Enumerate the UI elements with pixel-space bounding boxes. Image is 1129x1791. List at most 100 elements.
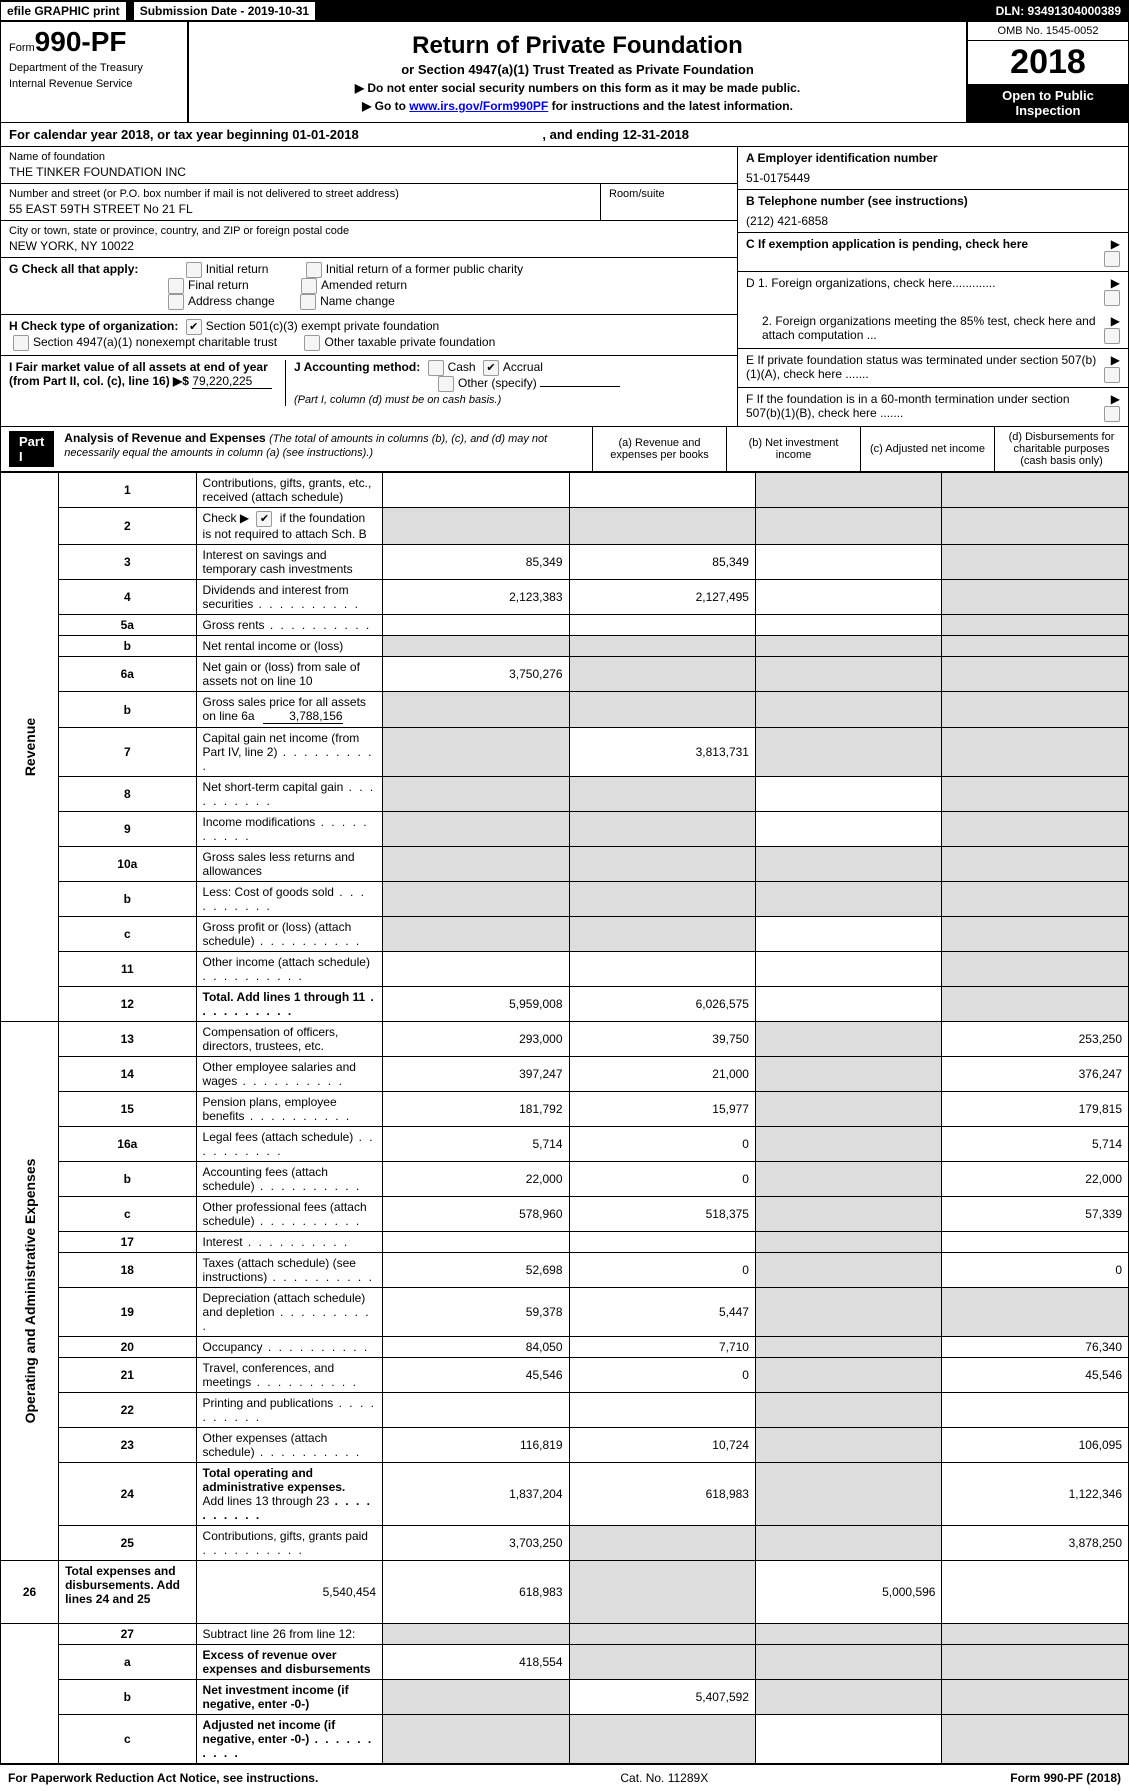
col-c-header: (c) Adjusted net income [860, 427, 994, 471]
chk-initial[interactable] [186, 262, 202, 278]
h-opt3: Other taxable private foundation [324, 335, 495, 349]
g-opt0: Initial return [206, 262, 269, 276]
chk-c[interactable] [1104, 251, 1120, 267]
address-row: Number and street (or P.O. box number if… [1, 184, 737, 221]
ein-cell: A Employer identification number 51-0175… [738, 147, 1128, 190]
part1-title-wrap: Analysis of Revenue and Expenses (The to… [64, 431, 584, 459]
ssn-warning: ▶ Do not enter social security numbers o… [199, 81, 956, 95]
top-bar: efile GRAPHIC print Submission Date - 20… [0, 0, 1129, 22]
city-cell: City or town, state or province, country… [1, 221, 737, 258]
table-row: 6aNet gain or (loss) from sale of assets… [1, 657, 1129, 692]
chk-initial-former[interactable] [306, 262, 322, 278]
footer-left: For Paperwork Reduction Act Notice, see … [8, 1771, 318, 1785]
irs-link[interactable]: www.irs.gov/Form990PF [409, 99, 548, 113]
section-j: J Accounting method: Cash Accrual Other … [286, 360, 729, 406]
c-label: C If exemption application is pending, c… [746, 237, 1100, 251]
table-row: aExcess of revenue over expenses and dis… [1, 1645, 1129, 1680]
table-row: 27Subtract line 26 from line 12: [1, 1624, 1129, 1645]
table-row: bAccounting fees (attach schedule)22,000… [1, 1162, 1129, 1197]
ein-label: A Employer identification number [746, 151, 938, 165]
efile-tag: efile GRAPHIC print [0, 1, 127, 21]
cal-end: , and ending 12-31-2018 [542, 127, 689, 142]
part1-header: Part I Analysis of Revenue and Expenses … [0, 427, 1129, 472]
table-row: 7Capital gain net income (from Part IV, … [1, 728, 1129, 777]
table-row: cAdjusted net income (if negative, enter… [1, 1715, 1129, 1764]
d1-row: D 1. Foreign organizations, check here..… [738, 272, 1128, 310]
table-row: 14Other employee salaries and wages397,2… [1, 1057, 1129, 1092]
table-row: 9Income modifications [1, 812, 1129, 847]
g-opt2: Final return [188, 278, 249, 292]
chk-other-acct[interactable] [438, 376, 454, 392]
chk-f[interactable] [1104, 406, 1120, 422]
table-row: 26Total expenses and disbursements. Add … [1, 1561, 1129, 1624]
goto-pre: ▶ Go to [362, 99, 409, 113]
opex-side: Operating and Administrative Expenses [1, 1022, 59, 1561]
city-label: City or town, state or province, country… [9, 225, 729, 237]
h-label: H Check type of organization: [9, 319, 178, 333]
part1-table: Revenue1Contributions, gifts, grants, et… [0, 472, 1129, 1764]
chk-address[interactable] [168, 294, 184, 310]
omb-number: OMB No. 1545-0052 [968, 22, 1128, 41]
c-row: C If exemption application is pending, c… [738, 233, 1128, 272]
street-value: 55 EAST 59TH STREET No 21 FL [9, 202, 592, 216]
table-row: bNet rental income or (loss) [1, 636, 1129, 657]
col-a-header: (a) Revenue and expenses per books [592, 427, 726, 471]
table-row: cGross profit or (loss) (attach schedule… [1, 917, 1129, 952]
d2-label: 2. Foreign organizations meeting the 85%… [746, 314, 1100, 342]
table-row: 20Occupancy84,0507,71076,340 [1, 1337, 1129, 1358]
tax-year: 2018 [968, 41, 1128, 84]
calendar-year-row: For calendar year 2018, or tax year begi… [0, 123, 1129, 147]
e-label: E If private foundation status was termi… [746, 353, 1100, 381]
chk-other-tax[interactable] [304, 335, 320, 351]
table-row: 8Net short-term capital gain [1, 777, 1129, 812]
footer-right: Form 990-PF (2018) [1010, 1771, 1121, 1785]
j-label: J Accounting method: [294, 360, 420, 374]
room-cell: Room/suite [601, 184, 737, 220]
table-row: 24Total operating and administrative exp… [1, 1463, 1129, 1526]
chk-d1[interactable] [1104, 290, 1120, 306]
phone-value: (212) 421-6858 [746, 214, 828, 228]
g-label: G Check all that apply: [9, 262, 138, 276]
room-label: Room/suite [609, 188, 729, 200]
h-opt1: Section 501(c)(3) exempt private foundat… [206, 319, 439, 333]
form-word: Form [9, 42, 35, 54]
dln: DLN: 93491304000389 [996, 4, 1129, 18]
cal-begin: For calendar year 2018, or tax year begi… [9, 127, 359, 142]
table-row: 23Other expenses (attach schedule)116,81… [1, 1428, 1129, 1463]
revenue-side: Revenue [1, 473, 59, 1022]
chk-e[interactable] [1104, 367, 1120, 383]
table-row: 10aGross sales less returns and allowanc… [1, 847, 1129, 882]
table-row: bGross sales price for all assets on lin… [1, 692, 1129, 728]
street-cell: Number and street (or P.O. box number if… [1, 184, 601, 220]
chk-amended[interactable] [301, 278, 317, 294]
other-specify [540, 386, 620, 387]
table-row: bLess: Cost of goods sold [1, 882, 1129, 917]
j-other: Other (specify) [458, 376, 537, 390]
foundation-name: THE TINKER FOUNDATION INC [9, 165, 729, 179]
chk-d2[interactable] [1104, 328, 1120, 344]
table-row: 11Other income (attach schedule) [1, 952, 1129, 987]
chk-4947[interactable] [13, 335, 29, 351]
chk-schb[interactable] [256, 511, 272, 527]
chk-501c3[interactable] [186, 319, 202, 335]
part1-title: Analysis of Revenue and Expenses [64, 431, 265, 445]
g-opt5: Name change [320, 294, 395, 308]
chk-name[interactable] [300, 294, 316, 310]
info-left: Name of foundation THE TINKER FOUNDATION… [1, 147, 737, 426]
table-row: 18Taxes (attach schedule) (see instructi… [1, 1253, 1129, 1288]
ein-value: 51-0175449 [746, 171, 810, 185]
phone-cell: B Telephone number (see instructions) (2… [738, 190, 1128, 233]
table-row: Operating and Administrative Expenses13C… [1, 1022, 1129, 1057]
section-ij: I Fair market value of all assets at end… [1, 355, 737, 410]
table-row: 17Interest [1, 1232, 1129, 1253]
i-arrow: ▶$ [173, 374, 189, 388]
chk-cash[interactable] [428, 360, 444, 376]
name-label: Name of foundation [9, 151, 729, 163]
chk-final[interactable] [168, 278, 184, 294]
chk-accrual[interactable] [483, 360, 499, 376]
section-h: H Check type of organization: Section 50… [1, 314, 737, 355]
open-inspection: Open to Public Inspection [968, 84, 1128, 122]
j-accrual: Accrual [503, 360, 543, 374]
table-row: 25Contributions, gifts, grants paid3,703… [1, 1526, 1129, 1561]
col-b-header: (b) Net investment income [726, 427, 860, 471]
